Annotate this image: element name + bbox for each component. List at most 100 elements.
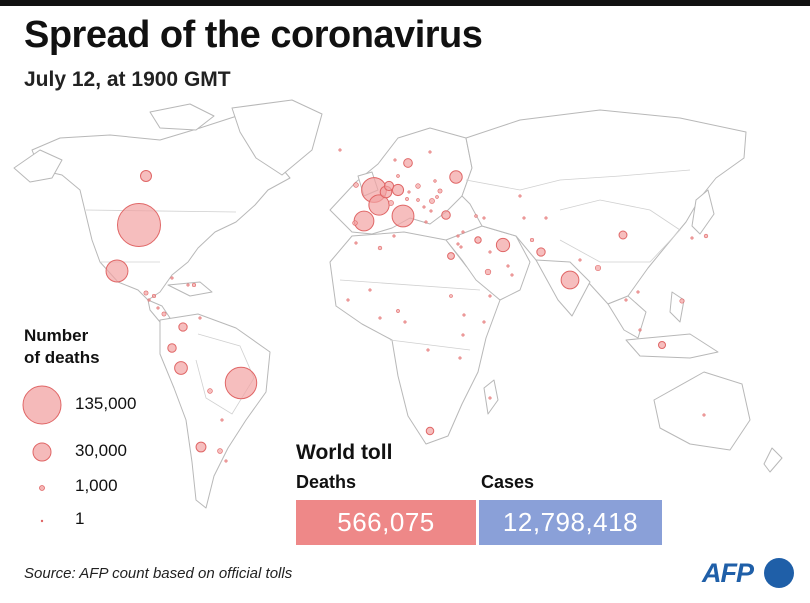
bubble-netherlands xyxy=(383,180,395,192)
bubble-spain xyxy=(353,210,375,232)
bubble-guatemala xyxy=(143,290,149,296)
bubble-serbia xyxy=(422,205,426,209)
bubble-switzerland xyxy=(388,200,394,206)
land-southeast-asia xyxy=(607,295,647,339)
bubble-syria xyxy=(461,230,465,234)
bubble-belarus xyxy=(433,179,437,183)
bubble-el-salvador xyxy=(147,298,151,302)
legend-title-line2: of deaths xyxy=(24,348,100,367)
bubble-egypt xyxy=(447,252,455,260)
bubble-peru xyxy=(174,361,188,375)
bubble-armenia xyxy=(474,214,478,218)
bubble-turkey xyxy=(441,210,451,220)
afp-logo-text: AFP xyxy=(702,558,754,588)
bubble-austria xyxy=(405,197,409,201)
bubble-norway xyxy=(393,158,397,162)
bubble-ghana xyxy=(378,316,382,320)
bubble-thailand xyxy=(624,298,628,302)
legend-label-1: 1 xyxy=(75,509,85,528)
bubble-cameroon xyxy=(403,320,407,324)
bubble-mali xyxy=(368,288,372,292)
bubble-uzbekistan xyxy=(522,216,526,220)
bubble-sudan xyxy=(449,294,453,298)
land-arctic-islands xyxy=(149,103,215,131)
bubble-lebanon xyxy=(456,234,460,238)
bubble-czech-republic xyxy=(407,190,411,194)
bubble-vietnam xyxy=(636,290,640,294)
bubble-mexico xyxy=(105,259,129,283)
land-indonesia xyxy=(625,333,719,359)
bubble-ireland xyxy=(353,182,359,188)
bubble-portugal xyxy=(352,220,358,226)
bubble-iceland xyxy=(338,148,342,152)
bubble-china xyxy=(618,230,628,240)
bubble-algeria xyxy=(377,245,383,251)
legend-title-line1: Number xyxy=(24,326,89,345)
bubble-ethiopia xyxy=(462,313,466,317)
bubble-philippines xyxy=(679,298,685,304)
legend-circles xyxy=(22,385,62,523)
border-africa-north xyxy=(339,279,481,291)
bubble-costa-rica xyxy=(156,306,160,310)
bubble-brazil xyxy=(224,366,258,400)
cases-label: Cases xyxy=(481,472,535,492)
bubble-oman xyxy=(510,273,514,277)
land-north-america xyxy=(31,114,291,301)
legend-label-1000: 1,000 xyxy=(75,476,118,495)
bubble-australia xyxy=(702,413,706,417)
bubble-india xyxy=(560,270,580,290)
bubble-canada xyxy=(140,170,152,182)
bubble-south-korea xyxy=(690,236,694,240)
bubble-sweden xyxy=(403,158,413,168)
bubble-hungary xyxy=(416,198,420,202)
bubble-paraguay xyxy=(220,418,224,422)
bubble-honduras xyxy=(151,293,157,299)
bubble-ukraine xyxy=(437,188,443,194)
bubble-poland xyxy=(415,183,421,189)
cases-value: 12,798,418 xyxy=(479,500,662,545)
bubble-malaysia xyxy=(638,328,642,332)
bubble-tunisia xyxy=(392,234,396,238)
legend-circle-30000 xyxy=(32,442,52,462)
bubble-dr-congo xyxy=(426,348,430,352)
bubble-afghanistan xyxy=(529,237,535,243)
bubble-argentina xyxy=(217,448,223,454)
legend-title: Number of deaths xyxy=(24,325,100,369)
world-toll-title: World toll xyxy=(296,441,393,464)
bubble-kenya xyxy=(461,333,465,337)
land-alaska xyxy=(13,149,63,183)
bubble-israel xyxy=(456,242,460,246)
border-us-canada xyxy=(85,209,237,213)
bubble-tanzania xyxy=(458,356,462,360)
land-australia xyxy=(653,371,751,451)
border-africa-central xyxy=(389,339,471,351)
bubble-nigeria xyxy=(396,309,400,313)
bubble-finland xyxy=(428,150,432,154)
bubble-denmark xyxy=(396,174,400,178)
legend-circle-135000 xyxy=(22,385,62,425)
world-map xyxy=(13,99,783,509)
bubble-germany xyxy=(391,183,405,197)
bubble-saudi-arabia xyxy=(484,268,492,276)
bubble-madagascar xyxy=(488,396,492,400)
bubble-jordan xyxy=(459,245,463,249)
source-note: Source: AFP count based on official toll… xyxy=(24,565,293,582)
border-china xyxy=(559,199,681,263)
bubble-yemen xyxy=(488,294,492,298)
bubble-uruguay xyxy=(224,459,228,463)
bubble-morocco xyxy=(354,241,358,245)
bubble-united-arab-emirates xyxy=(506,264,510,268)
land-masses xyxy=(13,99,783,509)
bubble-bulgaria xyxy=(429,209,433,213)
bubble-dominican-republic xyxy=(191,282,197,288)
page-subtitle: July 12, at 1900 GMT xyxy=(24,68,231,91)
bubble-south-africa xyxy=(425,426,435,436)
bubble-nepal xyxy=(578,258,582,262)
bubble-united-states xyxy=(117,203,161,247)
land-philippines xyxy=(669,291,685,323)
land-greenland xyxy=(231,99,323,176)
bubble-bolivia xyxy=(207,388,213,394)
land-japan xyxy=(691,189,715,235)
bubble-pakistan xyxy=(536,247,546,257)
top-rule xyxy=(0,0,810,6)
